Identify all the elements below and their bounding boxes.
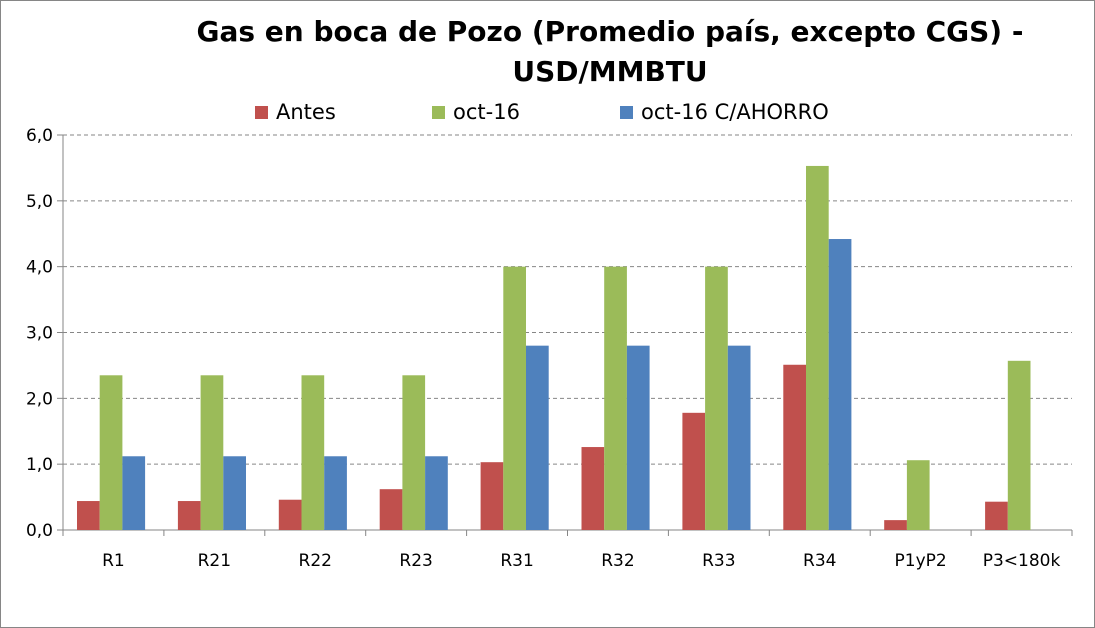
bar-antes-r33 <box>682 412 706 530</box>
bar-oct-16-r23 <box>402 375 426 530</box>
y-tick-label: 3,0 <box>26 324 53 344</box>
y-tick-label: 4,0 <box>26 258 53 278</box>
bar-antes-r23 <box>379 489 403 530</box>
bar-oct-16-c-ahorro-r31 <box>526 345 549 530</box>
bar-antes-r32 <box>581 447 605 530</box>
x-tick-label: R1 <box>102 551 125 571</box>
legend-swatch <box>620 105 633 119</box>
legend-label: oct-16 C/AHORRO <box>641 100 829 124</box>
legend-label: Antes <box>276 100 336 124</box>
bar-antes-r31 <box>480 462 504 530</box>
legend-label: oct-16 <box>453 100 520 124</box>
x-tick-label: R33 <box>702 551 735 571</box>
bar-oct-16-c-ahorro-r33 <box>727 345 751 530</box>
bar-antes-p3<180k <box>985 501 1008 530</box>
bar-oct-16-c-ahorro-r1 <box>122 456 146 530</box>
legend-swatch <box>255 105 268 119</box>
bar-oct-16-c-ahorro-r32 <box>626 345 650 530</box>
bar-oct-16-r33 <box>705 266 728 530</box>
title-line-1: Gas en boca de Pozo (Promedio país, exce… <box>196 15 1024 48</box>
bar-oct-16-r21 <box>200 375 224 530</box>
bar-oct-16-r32 <box>604 266 627 530</box>
bar-oct-16-c-ahorro-r34 <box>828 239 852 530</box>
bar-antes-r21 <box>177 501 201 530</box>
x-tick-label: P3<180k <box>983 551 1061 571</box>
x-tick-label: R31 <box>500 551 533 571</box>
bar-oct-16-c-ahorro-r23 <box>425 456 448 530</box>
legend-item-oct-16-ahorro: oct-16 C/AHORRO <box>620 100 829 124</box>
bar-oct-16-p3<180k <box>1007 360 1031 530</box>
legend-swatch <box>432 105 445 119</box>
bar-antes-r22 <box>278 499 302 530</box>
x-tick-label: P1yP2 <box>895 551 947 571</box>
y-tick-label: 2,0 <box>26 389 53 409</box>
y-tick-label: 1,0 <box>26 455 53 475</box>
x-tick-label: R23 <box>399 551 432 571</box>
bar-oct-16-r1 <box>99 375 123 530</box>
title-line-2: USD/MMBTU <box>512 55 708 88</box>
chart-title: Gas en boca de Pozo (Promedio país, exce… <box>160 12 1060 92</box>
bar-oct-16-r34 <box>806 165 829 531</box>
bar-oct-16-r31 <box>503 266 526 530</box>
x-tick-label: R32 <box>601 551 634 571</box>
x-tick-label: R21 <box>198 551 231 571</box>
bar-antes-r1 <box>77 501 100 530</box>
x-tick-label: R34 <box>803 551 836 571</box>
x-tick-label: R22 <box>299 551 332 571</box>
y-tick-label: 6,0 <box>26 126 53 146</box>
bar-oct-16-c-ahorro-r21 <box>223 456 246 530</box>
y-tick-label: 0,0 <box>26 521 53 541</box>
bar-antes-p1yp2 <box>884 520 907 530</box>
bar-oct-16-p1yp2 <box>906 460 930 530</box>
bar-oct-16-c-ahorro-r22 <box>324 456 347 530</box>
legend-item-oct-16: oct-16 <box>432 100 520 124</box>
y-tick-label: 5,0 <box>26 192 53 212</box>
legend-item-antes: Antes <box>255 100 336 124</box>
bar-oct-16-r22 <box>301 375 325 530</box>
bar-antes-r34 <box>783 364 806 530</box>
